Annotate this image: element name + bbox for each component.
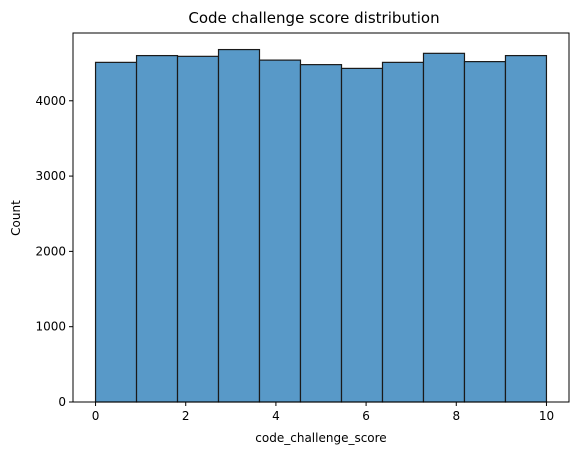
- y-tick-label: 0: [58, 395, 66, 409]
- y-tick-label: 3000: [35, 169, 66, 183]
- histogram-bar: [504, 54, 548, 403]
- y-axis-title: Count: [9, 200, 23, 236]
- chart-title: Code challenge score distribution: [188, 9, 439, 27]
- y-ticks: 0 1000 2000 3000 4000: [35, 94, 73, 409]
- y-tick-label: 2000: [35, 244, 66, 258]
- x-ticks: 0 2 4 6 8 10: [92, 402, 554, 423]
- x-tick-label: 4: [272, 409, 280, 423]
- x-axis-title: code_challenge_score: [255, 431, 386, 445]
- y-tick-label: 4000: [35, 94, 66, 108]
- x-tick-label: 2: [182, 409, 190, 423]
- y-tick-label: 1000: [35, 320, 66, 334]
- histogram-bar: [258, 59, 302, 403]
- x-tick-label: 6: [362, 409, 370, 423]
- histogram-bar: [94, 61, 138, 403]
- histogram-bar: [463, 61, 507, 403]
- x-tick-label: 10: [539, 409, 554, 423]
- histogram-bar: [381, 61, 425, 403]
- plot-frame: [72, 32, 570, 403]
- histogram-bar: [340, 67, 384, 403]
- histogram-bar: [176, 55, 220, 403]
- histogram-bar: [422, 52, 466, 403]
- histogram-bar: [299, 64, 343, 403]
- x-tick-label: 0: [92, 409, 100, 423]
- x-tick-label: 8: [452, 409, 460, 423]
- histogram-bar: [135, 54, 179, 403]
- histogram-bar: [217, 48, 261, 403]
- bars-layer: [94, 48, 548, 403]
